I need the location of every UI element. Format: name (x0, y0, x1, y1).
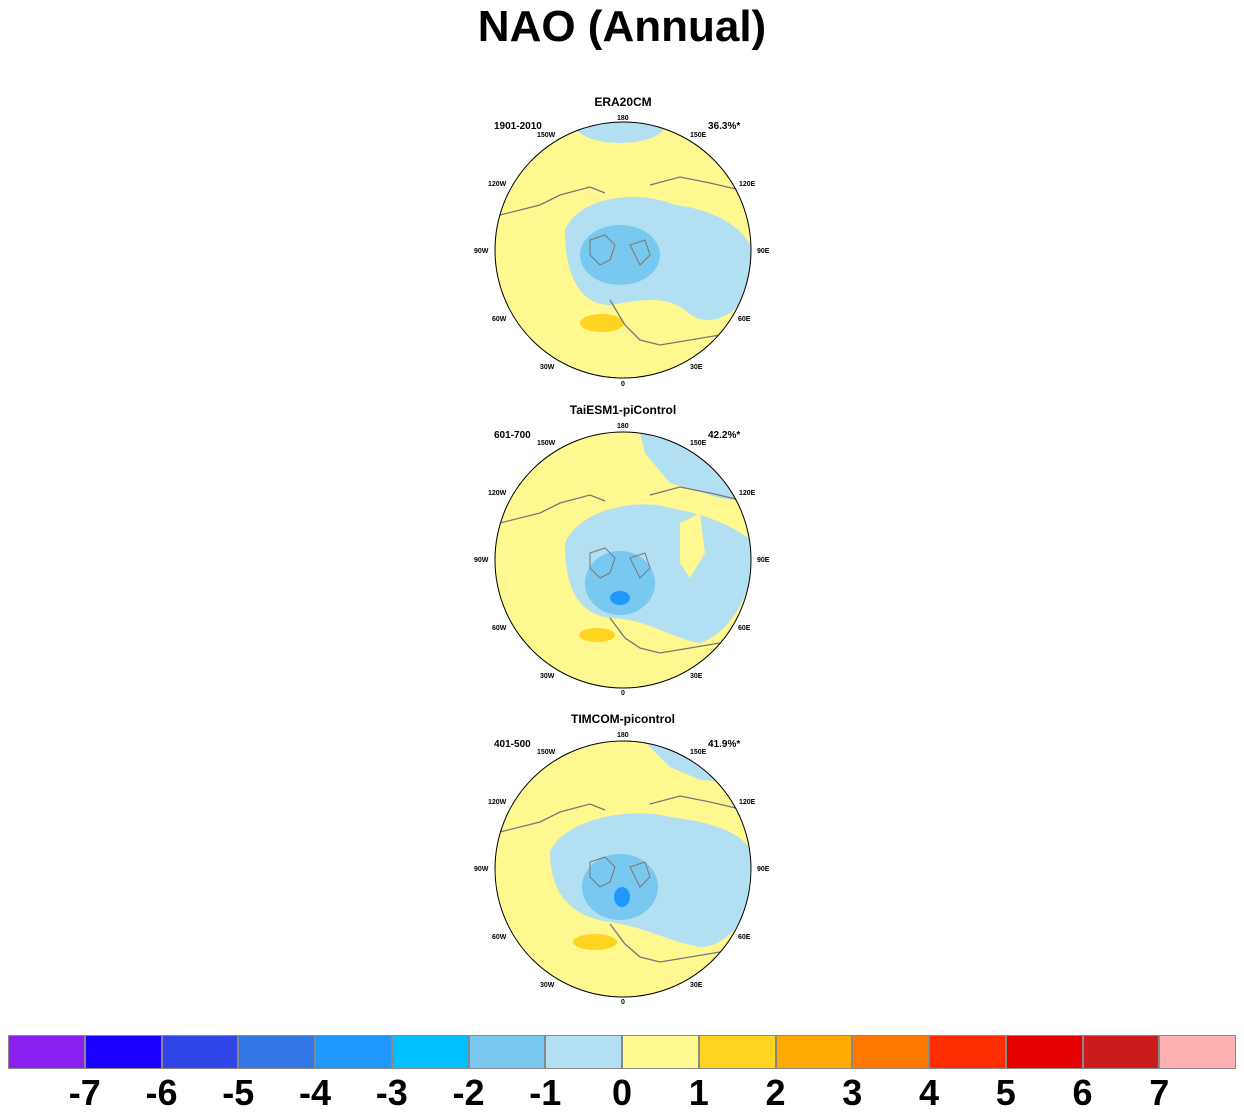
lon-label: 0 (621, 999, 625, 1006)
colorbar-tick-label: -2 (452, 1072, 485, 1113)
lon-label: 150E (690, 749, 707, 756)
lon-label: 0 (621, 690, 625, 697)
panel-title: TaiESM1-piControl (569, 403, 677, 417)
map-panel-timcom: TIMCOM-picontrol 401-500 41.9%* 180 150W… (470, 712, 776, 1012)
map-panel-era20cm: ERA20CM 1901-2010 36.3%* 180 150W 150E 1… (470, 95, 776, 395)
lon-label: 180 (617, 732, 629, 739)
lon-label: 150E (690, 132, 707, 139)
panel-title: TIMCOM-picontrol (571, 712, 675, 726)
colorbar-labels: -7 -6 -5 -4 -3 -2 -1 0 1 2 3 4 5 6 7 (0, 1072, 1244, 1116)
colorbar-cell (775, 1035, 853, 1069)
lon-label: 30E (690, 982, 703, 989)
colorbar-tick-label: -7 (68, 1072, 101, 1113)
colorbar-tick-label: -5 (222, 1072, 255, 1113)
map-panel-taiesm1: TaiESM1-piControl 601-700 42.2%* 180 150… (470, 403, 776, 703)
panel-period: 601-700 (494, 430, 531, 441)
lon-label: 120E (739, 490, 756, 497)
lon-label: 150W (537, 440, 556, 447)
lon-label: 90W (474, 248, 489, 255)
colorbar-cell (1005, 1035, 1083, 1069)
colorbar-cell (84, 1035, 162, 1069)
colorbar-cell (161, 1035, 239, 1069)
lon-label: 30W (540, 673, 555, 680)
colorbar-cell (698, 1035, 776, 1069)
lon-label: 90E (757, 866, 770, 873)
lon-label: 90W (474, 557, 489, 564)
panel-title: ERA20CM (594, 95, 652, 109)
lon-label: 150W (537, 749, 556, 756)
lon-label: 60E (738, 316, 751, 323)
lon-label: 0 (621, 381, 625, 388)
colorbar (8, 1035, 1236, 1069)
colorbar-tick-label: -6 (145, 1072, 178, 1113)
lon-label: 150W (537, 132, 556, 139)
colorbar-tick-label: 6 (1072, 1072, 1093, 1113)
lon-label: 30W (540, 982, 555, 989)
colorbar-tick-label: 7 (1149, 1072, 1170, 1113)
colorbar-tick-label: 5 (995, 1072, 1016, 1113)
colorbar-cell (852, 1035, 929, 1069)
colorbar-cell (315, 1035, 392, 1069)
colorbar-tick-label: -4 (298, 1072, 331, 1113)
lon-label: 90E (757, 557, 770, 564)
lon-label: 60E (738, 934, 751, 941)
colorbar-tick-label: 3 (842, 1072, 863, 1113)
lon-label: 60W (492, 316, 507, 323)
panel-variance: 42.2%* (708, 430, 741, 441)
panel-period: 401-500 (494, 739, 531, 750)
colorbar-tick-label: -3 (375, 1072, 408, 1113)
lon-label: 180 (617, 423, 629, 430)
colorbar-cell (929, 1035, 1006, 1069)
lon-label: 180 (617, 115, 629, 122)
colorbar-tick-label: -1 (529, 1072, 562, 1113)
colorbar-tick-label: 4 (918, 1072, 940, 1113)
colorbar-cell (1082, 1035, 1160, 1069)
colorbar-cell (391, 1035, 469, 1069)
lon-label: 30E (690, 364, 703, 371)
colorbar-cell (545, 1035, 622, 1069)
lon-label: 120W (488, 799, 507, 806)
colorbar-cell (1159, 1035, 1236, 1069)
colorbar-cell (8, 1035, 85, 1069)
lon-label: 30E (690, 673, 703, 680)
lon-label: 30W (540, 364, 555, 371)
colorbar-tick-label: 0 (611, 1072, 633, 1113)
lon-label: 120W (488, 181, 507, 188)
lon-label: 120W (488, 490, 507, 497)
colorbar-tick-label: 2 (765, 1072, 786, 1113)
colorbar-cell (622, 1035, 699, 1069)
colorbar-cell (238, 1035, 315, 1069)
lon-label: 90E (757, 248, 770, 255)
page-title: NAO (Annual) (477, 2, 767, 51)
panel-variance: 41.9%* (708, 739, 741, 750)
polar-map (494, 740, 752, 998)
polar-map (494, 121, 752, 379)
lon-label: 60E (738, 625, 751, 632)
lon-label: 150E (690, 440, 707, 447)
lon-label: 120E (739, 181, 756, 188)
panel-period: 1901-2010 (494, 121, 542, 132)
colorbar-cell (468, 1035, 546, 1069)
polar-map (494, 431, 752, 689)
lon-label: 60W (492, 625, 507, 632)
lon-label: 120E (739, 799, 756, 806)
lon-label: 90W (474, 866, 489, 873)
lon-label: 60W (492, 934, 507, 941)
colorbar-tick-label: 1 (688, 1072, 709, 1113)
panel-variance: 36.3%* (708, 121, 741, 132)
